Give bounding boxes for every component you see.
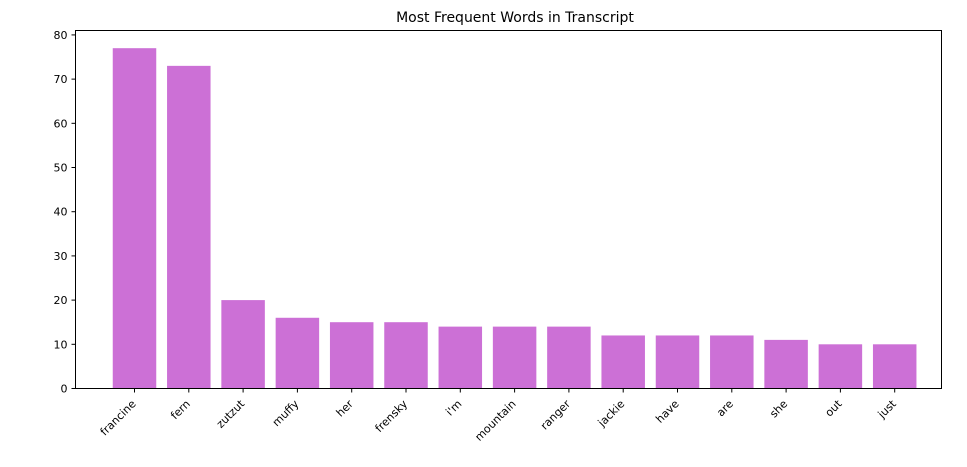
y-axis: 0 10 20 30 40 50 60 70 80: [54, 29, 76, 396]
bar-just: [872, 344, 917, 389]
x-tick-label: are: [714, 397, 736, 419]
y-tick-label: 60: [54, 117, 68, 130]
bar-jackie: [601, 335, 645, 389]
x-tick-label: just: [875, 397, 900, 422]
bar-frensky: [384, 322, 428, 389]
y-tick-label: 40: [54, 206, 68, 219]
x-tick-label: fern: [168, 397, 193, 422]
y-tick-label: 70: [54, 73, 68, 86]
x-tick-label: frensky: [373, 397, 411, 435]
x-tick-label: out: [823, 397, 845, 419]
x-tick-label: ranger: [538, 397, 573, 432]
bar-ranger: [547, 326, 591, 389]
x-tick-label: she: [767, 397, 790, 420]
bar-fern: [167, 65, 211, 389]
bar-have: [655, 335, 700, 389]
bar-zutzut: [221, 300, 265, 389]
bar-muffy: [275, 317, 320, 389]
x-axis: francine fern zutzut muffy her frensky i'm moun…: [98, 388, 900, 444]
x-tick-label: i'm: [443, 397, 464, 418]
x-tick-label: muffy: [270, 397, 302, 429]
x-tick-label: have: [653, 397, 681, 425]
y-tick-label: 30: [54, 250, 68, 263]
chart-title: Most Frequent Words in Transcript: [396, 10, 634, 26]
bar-her: [329, 322, 374, 389]
bar-francine: [112, 48, 157, 389]
plot-frame: [75, 30, 942, 389]
y-tick-label: 80: [54, 29, 68, 42]
bar-are: [710, 335, 754, 389]
bar-i'm: [438, 326, 483, 389]
x-tick-label: her: [334, 397, 356, 419]
bar-she: [764, 339, 808, 389]
x-tick-label: zutzut: [214, 397, 248, 431]
y-tick-label: 20: [54, 294, 68, 307]
x-tick-label: mountain: [472, 397, 518, 443]
x-tick-label: jackie: [595, 397, 628, 430]
y-tick-label: 10: [54, 338, 68, 351]
y-tick-label: 50: [54, 162, 68, 175]
bar-mountain: [492, 326, 537, 389]
bar-out: [818, 344, 863, 389]
x-tick-label: francine: [98, 397, 139, 438]
y-tick-label: 0: [61, 383, 68, 396]
bars-layer: [112, 48, 917, 389]
